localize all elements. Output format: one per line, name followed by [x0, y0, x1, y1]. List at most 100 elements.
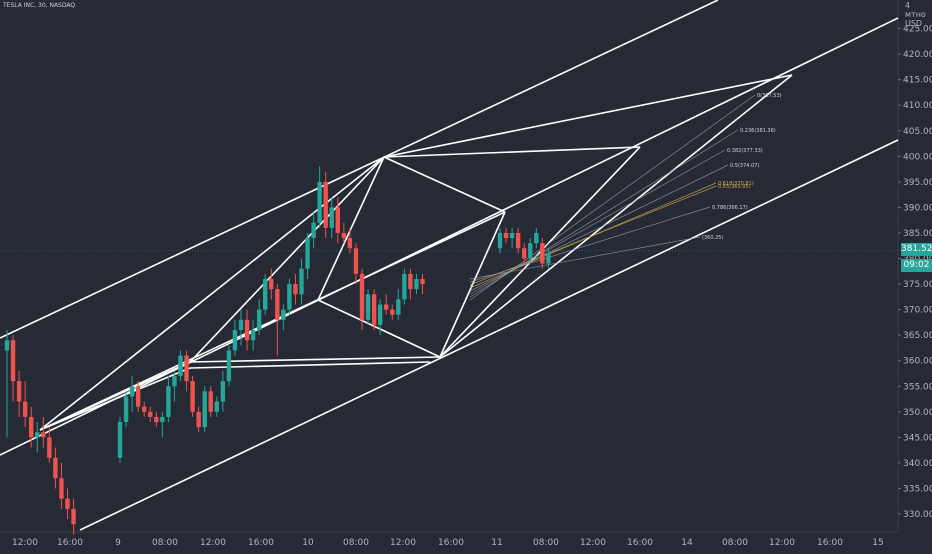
trend-line [439, 146, 641, 358]
candle-body [365, 294, 371, 320]
candle-body [408, 273, 413, 290]
time-tick-label: 08:00 [722, 538, 748, 548]
candle-body [503, 232, 509, 239]
last-price-badge: 381.52 [901, 243, 932, 256]
candle-body [377, 304, 383, 325]
candle-body [65, 498, 70, 509]
candle-body [396, 299, 401, 315]
candle-body [232, 330, 238, 351]
candle-body [4, 340, 10, 351]
candle-body [196, 411, 201, 428]
fib-line [469, 236, 701, 280]
candle-body [534, 232, 539, 244]
time-tick-label: 16:00 [817, 538, 843, 548]
fib-label: 0.786(366.17) [712, 205, 748, 211]
candle-body [497, 232, 503, 249]
candle-body [129, 386, 135, 397]
fib-label: 0.236(381.36) [740, 128, 776, 134]
candle-body [281, 309, 286, 320]
candle-body [323, 181, 328, 228]
candle-body [353, 248, 359, 274]
candle-body [341, 232, 347, 239]
candle-body [329, 207, 334, 228]
candle-body [47, 437, 52, 458]
candle-body [414, 278, 419, 290]
candle-body [208, 391, 213, 412]
price-tick-label: 410.00 [903, 101, 932, 111]
time-axis: 12:00 16:00 9 08:00 12:00 16:00 10 08:00 12:00 16… [12, 538, 884, 548]
candle-body [22, 401, 28, 417]
candle-body [420, 278, 425, 285]
trend-line [439, 211, 506, 358]
trend-line [439, 74, 793, 358]
price-tick-label: 395.00 [903, 178, 932, 188]
currency-code: USD [905, 19, 923, 28]
candle-body [16, 381, 22, 402]
candle-body [148, 411, 153, 417]
price-tick-label: 350.00 [903, 408, 932, 418]
time-tick-label: 16:00 [438, 538, 464, 548]
price-tick-label: 360.00 [903, 357, 932, 367]
trend-line [39, 211, 506, 431]
candle-body [190, 381, 195, 412]
time-tick-label: 08:00 [343, 538, 369, 548]
candle-body [184, 355, 189, 382]
price-tick-label: 400.00 [903, 152, 932, 162]
price-tick-label: 340.00 [903, 459, 932, 469]
fib-label: (360.25) [702, 235, 723, 241]
time-tick-label: 12:00 [769, 538, 795, 548]
candle-body [160, 416, 165, 423]
candle-body [178, 355, 183, 377]
trend-line [317, 299, 441, 358]
trend-line [383, 156, 506, 213]
price-tick-label: 390.00 [903, 203, 932, 213]
price-tick-label: 355.00 [903, 382, 932, 392]
currency-label: 4 мтно USD [905, 1, 932, 28]
time-tick-label: 16:00 [627, 538, 653, 548]
price-tick-label: 370.00 [903, 306, 932, 316]
fib-label: 0.618(370.81) [718, 181, 754, 187]
candle-body [172, 376, 177, 387]
price-tick-label: 385.00 [903, 229, 932, 239]
time-tick-label: 12:00 [390, 538, 416, 548]
trend-line [317, 156, 385, 301]
candle-body [10, 340, 16, 382]
price-tick-label: 420.00 [903, 50, 932, 60]
price-tick-label: 415.00 [903, 76, 932, 86]
candle-body [166, 386, 171, 417]
candle-body [117, 422, 123, 458]
candle-body [522, 248, 527, 259]
candle-body [347, 238, 353, 249]
currency-top-label: 4 мтно [905, 1, 926, 19]
trend-lines [0, 0, 899, 531]
candle-body [317, 181, 322, 223]
trend-line [189, 361, 431, 369]
candle-body [135, 386, 141, 407]
candle-body [515, 232, 521, 249]
candle-body [71, 508, 76, 525]
price-tick-label: 335.00 [903, 484, 932, 494]
candle-body [244, 319, 250, 341]
candle-body [287, 284, 292, 310]
candle-body [402, 273, 407, 300]
time-tick-label: 08:00 [533, 538, 559, 548]
price-tick-label: 345.00 [903, 433, 932, 443]
candle-body [371, 294, 377, 325]
fib-label: 0.382(377.33) [727, 148, 763, 154]
candle-body [123, 396, 129, 423]
time-tick-label: 16:00 [57, 538, 83, 548]
candle-body [269, 278, 274, 290]
trend-line [0, 17, 899, 456]
time-tick-label: 15 [872, 538, 883, 548]
fib-label: 0.5(374.07) [730, 163, 759, 169]
candle-body [226, 350, 232, 382]
candle-body [528, 243, 533, 259]
trend-line [189, 356, 441, 363]
price-tick-label: 405.00 [903, 127, 932, 137]
candle-body [311, 222, 316, 239]
countdown-badge: 09:02 [901, 259, 932, 272]
trend-line [383, 74, 793, 158]
price-tick-label: 330.00 [903, 510, 932, 520]
